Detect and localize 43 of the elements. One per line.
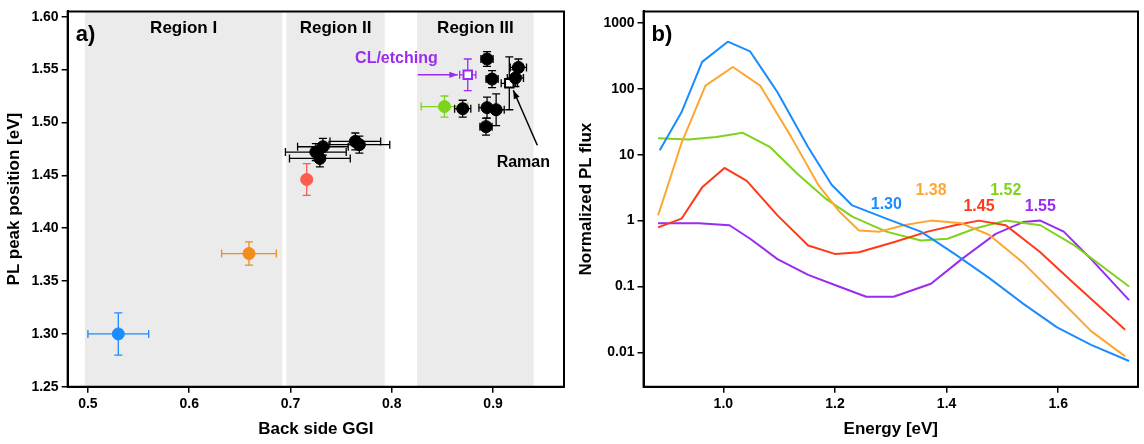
band-label: Region III (437, 18, 514, 38)
x-tick-label: 0.5 (78, 395, 98, 412)
x-tick-label: 1.4 (936, 395, 957, 412)
y-tick-label: 1.40 (31, 219, 59, 236)
y-tick-label: 0.01 (607, 343, 635, 360)
y-tick-label: 10 (618, 145, 635, 162)
y-axis-title: PL peak position [eV] (3, 112, 23, 286)
y-tick-label: 1.25 (31, 377, 59, 394)
x-tick-label: 1.2 (825, 395, 845, 412)
y-tick-label: 1.45 (31, 166, 59, 183)
annotation: CL/etching (355, 48, 438, 66)
y-tick-label: 1.50 (31, 113, 59, 130)
y-tick-label: 1000 (603, 13, 635, 30)
y-axis-title: Normalized PL flux (575, 122, 595, 276)
annotation: 1.55 (1024, 196, 1057, 214)
y-tick-label: 100 (611, 79, 635, 96)
annotation: Raman (496, 153, 550, 171)
y-tick-label: 1.55 (31, 60, 59, 77)
y-tick-label: 1.30 (31, 324, 59, 341)
point (300, 173, 314, 187)
annotation: 1.38 (915, 180, 947, 198)
point (437, 100, 451, 114)
x-axis-title: Back side GGI (258, 419, 374, 439)
y-tick-label: 1.60 (31, 7, 59, 24)
point (111, 327, 125, 341)
x-tick-label: 0.6 (179, 395, 200, 412)
x-tick-label: 0.8 (382, 395, 402, 412)
band-label: Region I (150, 18, 218, 38)
annotation: b) (651, 21, 673, 47)
y-tick-label: 1.35 (31, 271, 59, 288)
x-tick-label: 0.9 (483, 395, 504, 412)
x-tick-label: 1.6 (1048, 395, 1069, 412)
y-tick-label: 1 (626, 211, 635, 228)
annotation: a) (75, 21, 96, 47)
x-tick-label: 0.7 (280, 395, 301, 412)
annotation: 1.30 (870, 194, 902, 212)
x-tick-label: 1.0 (713, 395, 734, 412)
band-label: Region II (299, 18, 372, 38)
point (242, 247, 256, 261)
annotation: 1.45 (963, 196, 995, 214)
x-axis-title: Energy [eV] (843, 419, 939, 439)
annotation: 1.52 (990, 180, 1022, 198)
y-tick-label: 0.1 (615, 277, 635, 294)
